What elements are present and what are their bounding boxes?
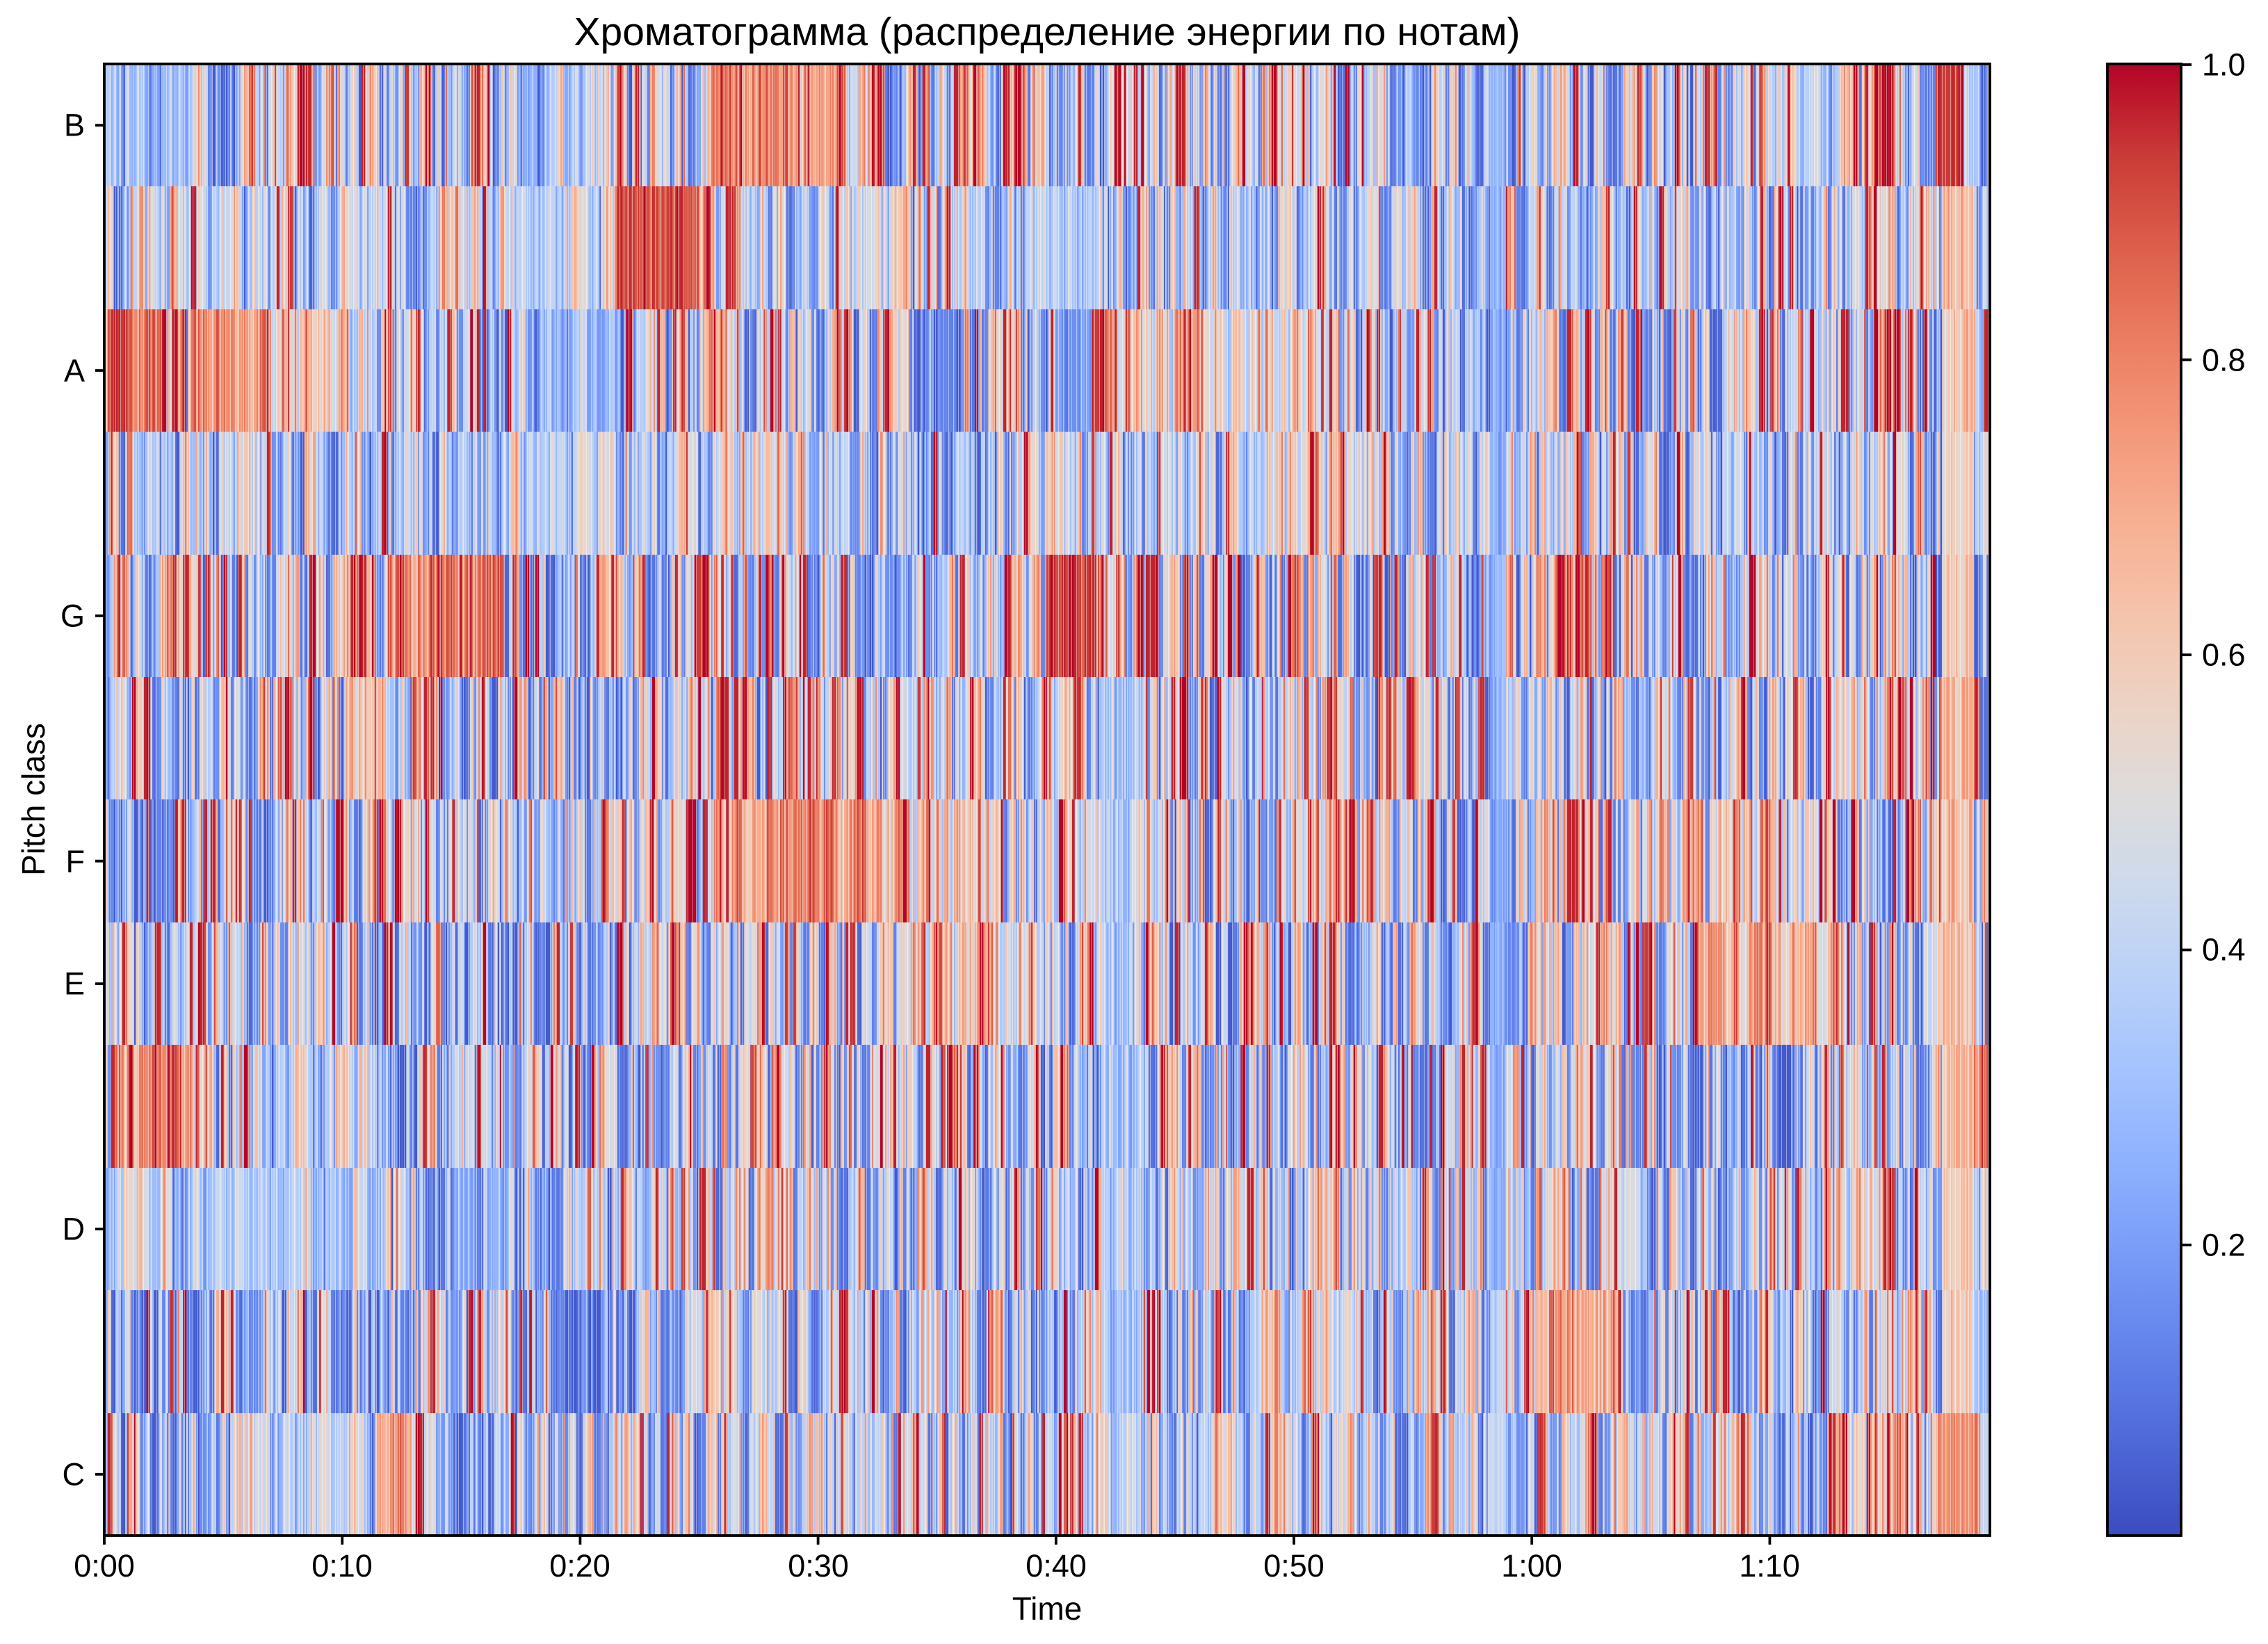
svg-text:A: A xyxy=(64,353,85,389)
svg-text:0.6: 0.6 xyxy=(2202,637,2246,673)
svg-text:1:00: 1:00 xyxy=(1501,1548,1562,1584)
svg-text:B: B xyxy=(64,108,85,143)
svg-text:D: D xyxy=(63,1212,86,1247)
svg-text:0:10: 0:10 xyxy=(311,1548,373,1584)
svg-text:E: E xyxy=(64,966,85,1002)
svg-text:Time: Time xyxy=(1012,1590,1083,1627)
svg-text:C: C xyxy=(63,1457,86,1492)
svg-text:0:50: 0:50 xyxy=(1263,1548,1325,1584)
svg-text:F: F xyxy=(66,844,86,879)
svg-text:0:40: 0:40 xyxy=(1026,1548,1087,1584)
svg-text:0.4: 0.4 xyxy=(2202,932,2246,968)
svg-text:Pitch class: Pitch class xyxy=(15,723,51,876)
svg-text:0.2: 0.2 xyxy=(2202,1228,2246,1263)
svg-text:0:20: 0:20 xyxy=(549,1548,610,1584)
svg-text:1.0: 1.0 xyxy=(2202,47,2246,83)
svg-text:0:30: 0:30 xyxy=(788,1548,849,1584)
svg-text:Хроматограмма (распределение э: Хроматограмма (распределение энергии по … xyxy=(574,10,1520,54)
svg-text:G: G xyxy=(60,599,85,634)
svg-text:1:10: 1:10 xyxy=(1739,1548,1800,1584)
svg-text:0:00: 0:00 xyxy=(74,1548,135,1584)
svg-text:0.8: 0.8 xyxy=(2202,343,2246,378)
